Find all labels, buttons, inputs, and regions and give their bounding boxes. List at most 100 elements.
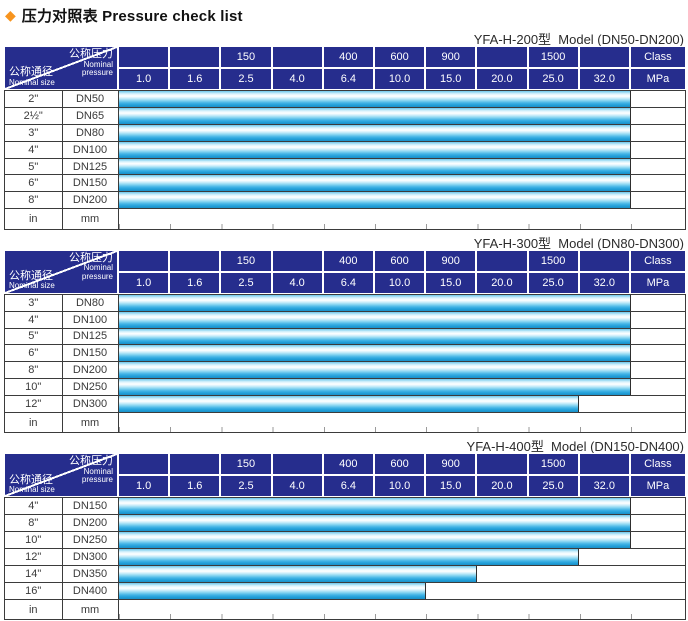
inch-size-cell: 4" bbox=[5, 498, 63, 515]
inch-unit-cell: in bbox=[5, 599, 63, 620]
nominal-pressure-label: 公称压力 Nominal pressure bbox=[69, 48, 113, 77]
dn-size-cell: DN100 bbox=[62, 141, 119, 158]
class-rating-header-cell: 1500 bbox=[527, 453, 579, 476]
pressure-header-cell: MPa bbox=[629, 271, 686, 294]
pressure-header-cell: 32.0 bbox=[578, 271, 630, 294]
table-row: 8" DN200 bbox=[5, 362, 685, 380]
header-blank-cell bbox=[271, 453, 323, 476]
mm-unit-cell: mm bbox=[62, 209, 119, 229]
dn-size-cell: DN80 bbox=[62, 124, 119, 141]
table-row: 12" DN300 bbox=[5, 396, 685, 413]
table-header: 公称压力 Nominal pressure 公称通径 Nominal size … bbox=[4, 46, 686, 90]
inch-size-cell: 3" bbox=[5, 294, 63, 311]
pressure-range-bar bbox=[118, 192, 631, 209]
pressure-header-cell: 4.0 bbox=[271, 475, 323, 498]
header-blank-cell bbox=[476, 46, 528, 68]
pressure-range-cell bbox=[118, 91, 685, 107]
unit-row: in mm bbox=[5, 599, 685, 620]
inch-size-cell: 12" bbox=[5, 549, 63, 566]
unit-row-scale-cell bbox=[118, 599, 685, 620]
pressure-header-cell: 25.0 bbox=[527, 271, 579, 294]
pressure-range-cell bbox=[118, 141, 685, 158]
header-blank-cell bbox=[118, 453, 170, 476]
pressure-range-bar bbox=[118, 158, 631, 175]
pressure-range-bar bbox=[118, 379, 631, 396]
dn-size-cell: DN300 bbox=[62, 549, 119, 566]
dn-size-cell: DN200 bbox=[62, 192, 119, 209]
pressure-range-cell bbox=[118, 532, 685, 549]
header-blank-cell bbox=[578, 249, 630, 272]
pressure-header-cell: 2.5 bbox=[220, 68, 272, 90]
pressure-header-cell: 2.5 bbox=[220, 475, 272, 498]
table-row: 5" DN125 bbox=[5, 158, 685, 176]
pressure-header-cell: 10.0 bbox=[373, 475, 426, 498]
pressure-range-cell bbox=[118, 345, 685, 362]
pressure-header-cell: 32.0 bbox=[578, 475, 630, 498]
pressure-range-bar bbox=[118, 124, 631, 141]
pressure-range-cell bbox=[118, 582, 685, 599]
pressure-header-cell: 25.0 bbox=[527, 68, 579, 90]
pressure-header-cell: 10.0 bbox=[373, 271, 426, 294]
class-rating-header-cell: 1500 bbox=[527, 249, 579, 272]
inch-size-cell: 16" bbox=[5, 582, 63, 599]
inch-size-cell: 10" bbox=[5, 532, 63, 549]
pressure-range-cell bbox=[118, 549, 685, 566]
pressure-range-bar bbox=[118, 362, 631, 379]
table-subtitle: YFA-H-400型 Model (DN150-DN400) bbox=[466, 439, 684, 455]
nominal-size-label: 公称通径 Nominal size bbox=[9, 269, 55, 291]
pressure-header-cell: 32.0 bbox=[578, 68, 630, 90]
dn-size-cell: DN200 bbox=[62, 515, 119, 532]
table-row: 4" DN150 bbox=[5, 498, 685, 516]
unit-row: in mm bbox=[5, 412, 685, 433]
header-blank-cell bbox=[578, 453, 630, 476]
pressure-header-cell: 1.0 bbox=[118, 475, 170, 498]
nominal-pressure-label: 公称压力 Nominal pressure bbox=[69, 455, 113, 485]
pressure-header-cell: 4.0 bbox=[271, 68, 323, 90]
inch-size-cell: 8" bbox=[5, 515, 63, 532]
inch-unit-cell: in bbox=[5, 209, 63, 229]
dn-size-cell: DN150 bbox=[62, 175, 119, 192]
header-blank-cell bbox=[476, 453, 528, 476]
header-blank-cell bbox=[118, 249, 170, 272]
header-blank-cell bbox=[118, 46, 170, 68]
dn-size-cell: DN250 bbox=[62, 379, 119, 396]
pressure-header-cell: 1.0 bbox=[118, 68, 170, 90]
pressure-range-cell bbox=[118, 294, 685, 311]
class-rating-header-cell: Class bbox=[629, 453, 686, 476]
table-header: 公称压力 Nominal pressure 公称通径 Nominal size … bbox=[4, 249, 686, 294]
pressure-header-cell: MPa bbox=[629, 68, 686, 90]
pressure-range-bar bbox=[118, 532, 631, 549]
pressure-header-cell: 15.0 bbox=[425, 475, 477, 498]
table-row: 12" DN300 bbox=[5, 549, 685, 567]
table-row: 16" DN400 bbox=[5, 582, 685, 600]
pressure-range-cell bbox=[118, 311, 685, 328]
class-rating-header-cell: 900 bbox=[425, 46, 477, 68]
pressure-header-cell: 20.0 bbox=[476, 68, 528, 90]
class-rating-header-cell: 900 bbox=[425, 249, 477, 272]
dn-size-cell: DN200 bbox=[62, 362, 119, 379]
pressure-range-cell bbox=[118, 158, 685, 175]
pressure-range-bar bbox=[118, 311, 631, 328]
pressure-range-bar bbox=[118, 328, 631, 345]
pressure-tables-container: YFA-H-200型 Model (DN50-DN200) 公称压力 Nomin… bbox=[0, 26, 688, 621]
pressure-range-bar bbox=[118, 582, 426, 599]
table-body: 3" DN80 4" DN100 5" DN125 6" DN150 8" DN200 10" DN2… bbox=[4, 293, 686, 434]
pressure-range-bar bbox=[118, 175, 631, 192]
pressure-header-cell: 6.4 bbox=[322, 271, 374, 294]
mm-unit-cell: mm bbox=[62, 412, 119, 433]
table-row: 5" DN125 bbox=[5, 328, 685, 346]
header-blank-cell bbox=[169, 249, 221, 272]
pressure-table-section: YFA-H-200型 Model (DN50-DN200) 公称压力 Nomin… bbox=[4, 26, 686, 230]
pressure-range-cell bbox=[118, 107, 685, 124]
header-blank-cell bbox=[271, 249, 323, 272]
header-diagonal-cell: 公称压力 Nominal pressure 公称通径 Nominal size bbox=[4, 453, 118, 498]
pressure-header-cell: 4.0 bbox=[271, 271, 323, 294]
pressure-header-cell: 1.6 bbox=[169, 271, 221, 294]
inch-size-cell: 10" bbox=[5, 379, 63, 396]
table-row: 2½" DN65 bbox=[5, 107, 685, 125]
table-row: 10" DN250 bbox=[5, 379, 685, 397]
pressure-range-bar bbox=[118, 515, 631, 532]
pressure-table-section: YFA-H-300型 Model (DN80-DN300) 公称压力 Nomin… bbox=[4, 230, 686, 434]
inch-size-cell: 2" bbox=[5, 91, 63, 107]
class-rating-header-cell: 400 bbox=[322, 453, 374, 476]
